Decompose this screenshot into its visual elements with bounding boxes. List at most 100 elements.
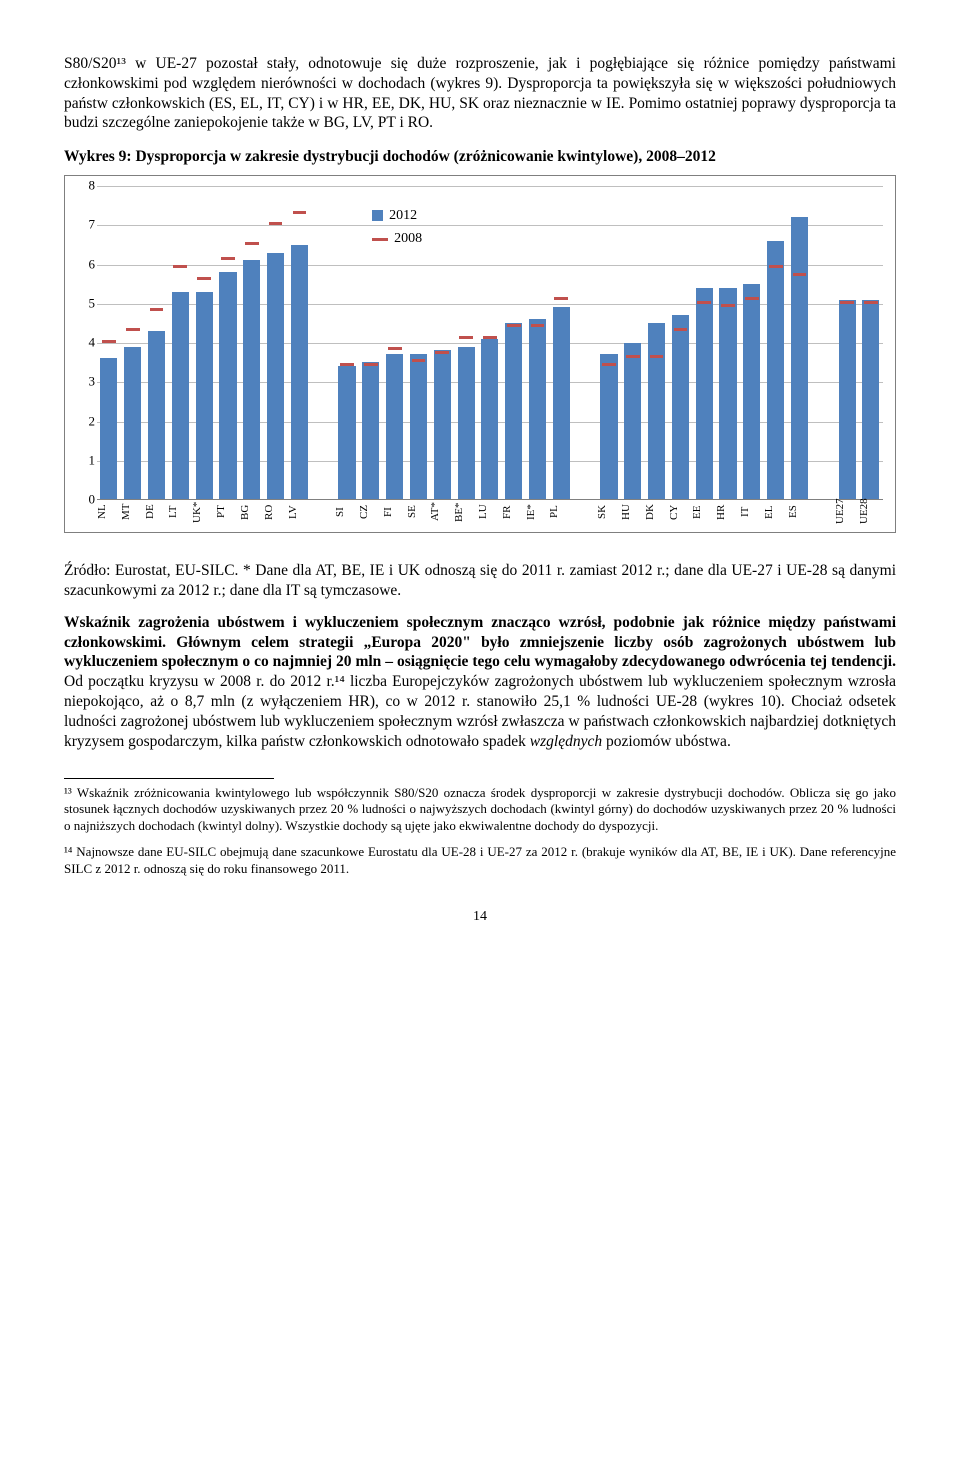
marker-2008 bbox=[364, 363, 378, 366]
x-label: EE bbox=[692, 500, 716, 526]
marker-2008 bbox=[412, 359, 426, 362]
bar-2012 bbox=[100, 358, 117, 499]
footnote-14: ¹⁴ Najnowsze dane EU-SILC obejmują dane … bbox=[64, 844, 896, 877]
paragraph-intro: S80/S20¹³ w UE-27 pozostał stały, odnoto… bbox=[64, 54, 896, 133]
y-tick-label: 1 bbox=[89, 453, 96, 470]
chart-plot-area: 012345678 2012 2008 NLMTDELTUK*PTBGROLVS… bbox=[97, 186, 883, 526]
chart-bar-slot bbox=[383, 186, 407, 499]
x-label: DK bbox=[645, 500, 669, 526]
chart-bar-slot bbox=[430, 186, 454, 499]
x-label: PT bbox=[216, 500, 240, 526]
bar-2012 bbox=[481, 339, 498, 499]
bar-2012 bbox=[243, 260, 260, 499]
x-label bbox=[811, 500, 835, 526]
chart-bar-slot bbox=[597, 186, 621, 499]
marker-2008 bbox=[269, 222, 283, 225]
y-axis: 012345678 bbox=[79, 186, 95, 500]
marker-2008 bbox=[293, 211, 307, 214]
footnote-13: ¹³ Wskaźnik zróżnicowania kwintylowego l… bbox=[64, 785, 896, 835]
x-label: IT bbox=[740, 500, 764, 526]
marker-2008 bbox=[459, 336, 473, 339]
chart-bar-slot bbox=[192, 186, 216, 499]
chart-bar-slot bbox=[669, 186, 693, 499]
chart-bar-slot bbox=[478, 186, 502, 499]
marker-2008 bbox=[864, 301, 878, 304]
page-number: 14 bbox=[64, 908, 896, 926]
x-axis-labels: NLMTDELTUK*PTBGROLVSICZFISEAT*BE*LUFRIE*… bbox=[97, 500, 883, 526]
x-label: LU bbox=[478, 500, 502, 526]
chart-bar-slot bbox=[621, 186, 645, 499]
x-label: FR bbox=[502, 500, 526, 526]
y-tick-label: 0 bbox=[89, 492, 96, 509]
chart-bar-slot bbox=[407, 186, 431, 499]
y-tick-label: 5 bbox=[89, 296, 96, 313]
marker-2008 bbox=[674, 328, 688, 331]
x-label: MT bbox=[121, 500, 145, 526]
bar-2012 bbox=[529, 319, 546, 499]
chart-bar-slot bbox=[264, 186, 288, 499]
para2-bold: Wskaźnik zagrożenia ubóstwem i wykluczen… bbox=[64, 614, 896, 671]
bar-2012 bbox=[743, 284, 760, 499]
marker-2008 bbox=[769, 265, 783, 268]
bar-2012 bbox=[362, 362, 379, 499]
marker-2008 bbox=[531, 324, 545, 327]
x-label: EL bbox=[764, 500, 788, 526]
x-label: CY bbox=[669, 500, 693, 526]
marker-2008 bbox=[697, 301, 711, 304]
chart-bar-slot bbox=[97, 186, 121, 499]
marker-2008 bbox=[793, 273, 807, 276]
chart-bar-slot bbox=[526, 186, 550, 499]
bar-2012 bbox=[124, 347, 141, 500]
bar-2012 bbox=[148, 331, 165, 499]
x-label: SK bbox=[597, 500, 621, 526]
chart-caption: Źródło: Eurostat, EU-SILC. * Dane dla AT… bbox=[64, 561, 896, 601]
chart-bar-slot bbox=[859, 186, 883, 499]
bar-2012 bbox=[219, 272, 236, 499]
x-label: LT bbox=[168, 500, 192, 526]
marker-2008 bbox=[173, 265, 187, 268]
x-label: IE* bbox=[526, 500, 550, 526]
bar-2012 bbox=[553, 307, 570, 499]
bar-2012 bbox=[196, 292, 213, 499]
bar-2012 bbox=[767, 241, 784, 499]
x-label: FI bbox=[383, 500, 407, 526]
bar-2012 bbox=[505, 323, 522, 499]
y-tick-label: 6 bbox=[89, 256, 96, 273]
chart-bar-slot bbox=[645, 186, 669, 499]
x-label: AT* bbox=[430, 500, 454, 526]
bar-2012 bbox=[267, 253, 284, 499]
y-tick-label: 8 bbox=[89, 178, 96, 195]
chart-bar-slot bbox=[216, 186, 240, 499]
x-label: HU bbox=[621, 500, 645, 526]
x-label: RO bbox=[264, 500, 288, 526]
chart-bar-slot bbox=[240, 186, 264, 499]
marker-2008 bbox=[650, 355, 664, 358]
marker-2008 bbox=[602, 363, 616, 366]
x-label: BE* bbox=[454, 500, 478, 526]
bar-2012 bbox=[696, 288, 713, 499]
bar-2012 bbox=[410, 354, 427, 499]
chart-bar-slot bbox=[788, 186, 812, 499]
x-label: SI bbox=[335, 500, 359, 526]
x-label: HR bbox=[716, 500, 740, 526]
marker-2008 bbox=[483, 336, 497, 339]
chart-bar-slot bbox=[335, 186, 359, 499]
footnote-separator bbox=[64, 778, 274, 779]
y-tick-label: 4 bbox=[89, 335, 96, 352]
x-label: PL bbox=[549, 500, 573, 526]
x-label: DE bbox=[145, 500, 169, 526]
bar-2012 bbox=[291, 245, 308, 499]
x-label bbox=[573, 500, 597, 526]
chart-bar-slot bbox=[121, 186, 145, 499]
bar-2012 bbox=[719, 288, 736, 499]
bar-2012 bbox=[672, 315, 689, 499]
chart-bar-slot bbox=[168, 186, 192, 499]
marker-2008 bbox=[245, 242, 259, 245]
x-label: LV bbox=[288, 500, 312, 526]
marker-2008 bbox=[388, 347, 402, 350]
bar-2012 bbox=[791, 217, 808, 499]
chart-bar-slot bbox=[145, 186, 169, 499]
bar-2012 bbox=[172, 292, 189, 499]
marker-2008 bbox=[745, 297, 759, 300]
chart-gap bbox=[811, 186, 835, 499]
